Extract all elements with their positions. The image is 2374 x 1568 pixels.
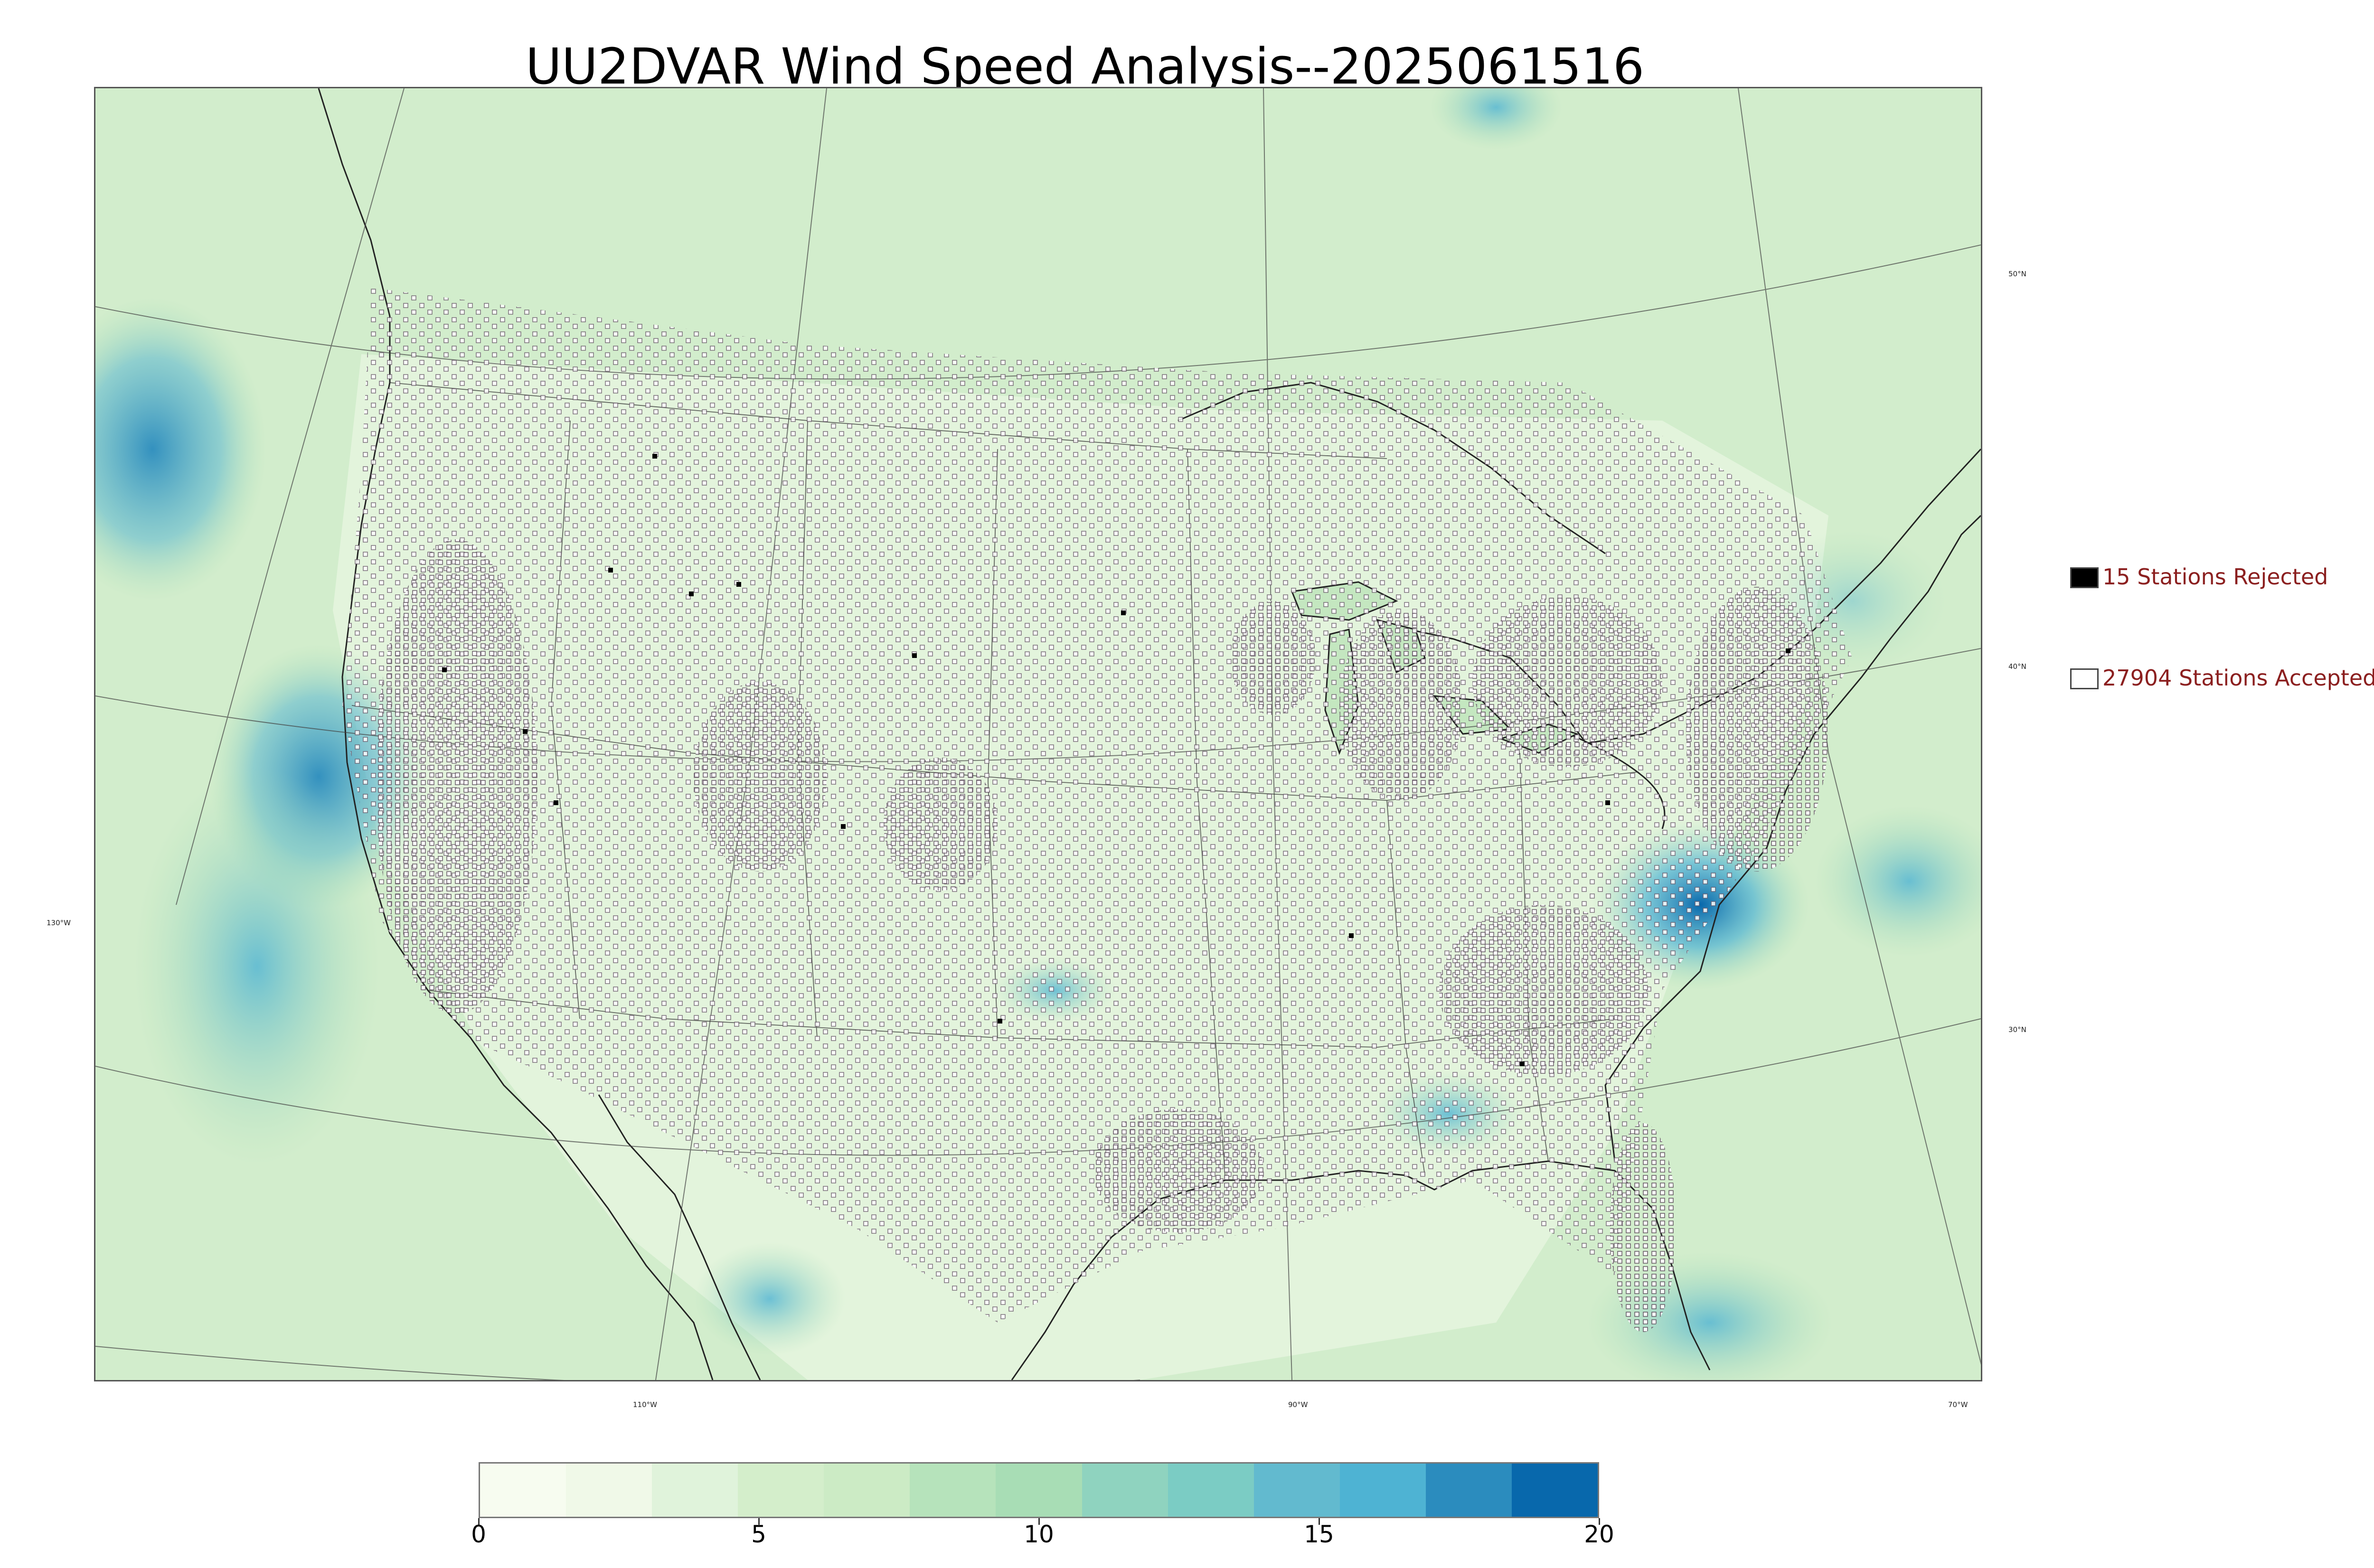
lon-label-70w: 70°W (1948, 1400, 1968, 1409)
colorbar-segment (652, 1464, 738, 1517)
colorbar-tick-label: 5 (751, 1521, 766, 1548)
colorbar-tick-label: 15 (1304, 1521, 1334, 1548)
lat-label-50n: 50°N (2008, 270, 2026, 278)
colorbar-tick (758, 1518, 760, 1525)
page-title: UU2DVAR Wind Speed Analysis--2025061516 (525, 38, 1645, 95)
colorbar-tick (478, 1518, 480, 1525)
colorbar-segment (1511, 1464, 1598, 1517)
lon-label-130w: 130°W (47, 919, 71, 927)
colorbar-tick-label: 20 (1584, 1521, 1614, 1548)
colorbar-tick-label: 0 (471, 1521, 486, 1548)
lat-label-40n: 40°N (2008, 662, 2026, 671)
colorbar-segment (480, 1464, 566, 1517)
lon-label-90w: 90°W (1288, 1400, 1308, 1409)
colorbar-segment (1425, 1464, 1512, 1517)
colorbar-segment (1339, 1464, 1426, 1517)
colorbar-tick-label: 10 (1024, 1521, 1054, 1548)
colorbar-tick (1038, 1518, 1040, 1525)
colorbar-tick (1319, 1518, 1320, 1525)
colorbar-segment (1168, 1464, 1254, 1517)
colorbar-segment (566, 1464, 652, 1517)
colorbar-segment (824, 1464, 910, 1517)
legend-rejected-label: 15 Stations Rejected (2102, 564, 2328, 590)
lat-label-30n: 30°N (2008, 1025, 2026, 1034)
rejected-swatch-icon (2070, 567, 2099, 588)
wind-speed-map[interactable] (94, 87, 1982, 1381)
legend-accepted-label: 27904 Stations Accepted (2102, 665, 2374, 691)
colorbar-tick (1599, 1518, 1600, 1525)
colorbar-segment (738, 1464, 824, 1517)
colorbar-segment (996, 1464, 1082, 1517)
wind-speed-colorbar (479, 1462, 1599, 1518)
colorbar-segment (1253, 1464, 1340, 1517)
accepted-swatch-icon (2070, 668, 2099, 689)
colorbar-segment (910, 1464, 996, 1517)
colorbar-segment (1082, 1464, 1168, 1517)
lon-label-110w: 110°W (633, 1400, 657, 1409)
